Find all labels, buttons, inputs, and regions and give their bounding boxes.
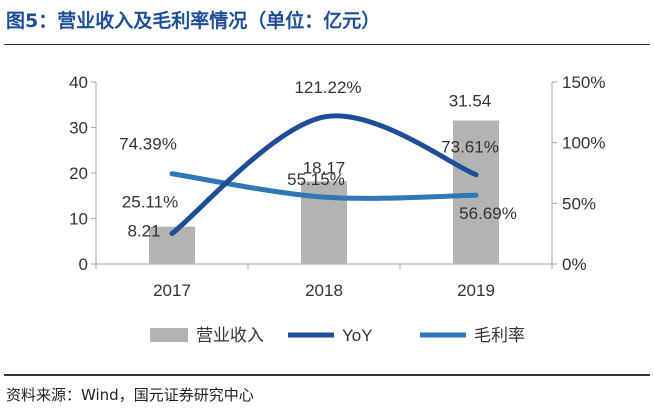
gross-margin-data-label: 74.39% — [119, 135, 177, 154]
gross-margin-line — [169, 171, 479, 201]
y-right-tick-label: 50% — [562, 194, 596, 213]
source-divider — [4, 374, 650, 376]
y-left-tick-label: 0 — [79, 255, 88, 274]
x-tick-label: 2018 — [305, 281, 343, 300]
figure-title: 图5：营业收入及毛利率情况（单位：亿元） — [6, 10, 381, 32]
source-note: 资料来源：Wind，国元证券研究中心 — [6, 386, 254, 404]
gross-margin-data-label: 56.69% — [459, 204, 517, 223]
y-right-tick-label: 100% — [562, 134, 605, 153]
title-divider — [4, 44, 650, 45]
legend-label-revenue: 营业收入 — [196, 326, 264, 345]
y-right-tick-label: 150% — [562, 73, 605, 92]
yoy-data-label: 121.22% — [294, 78, 361, 97]
revenue-data-label: 31.54 — [449, 91, 492, 110]
legend-label-yoy: YoY — [342, 326, 373, 345]
y-left-tick-label: 40 — [69, 73, 88, 92]
gross-margin-data-label: 55.15% — [287, 170, 345, 189]
x-tick-label: 2019 — [457, 281, 495, 300]
revenue-bar — [453, 120, 499, 264]
revenue-margin-chart: 0 10 20 30 40 0% 50% 100% 150% 2017 2018 2019 8.21 1… — [69, 73, 605, 345]
yoy-data-label: 73.61% — [441, 138, 499, 157]
y-left-tick-label: 10 — [69, 210, 88, 229]
yoy-line — [169, 113, 479, 237]
y-left-tick-label: 20 — [69, 164, 88, 183]
x-tick-label: 2017 — [153, 281, 191, 300]
y-left-tick-label: 30 — [69, 119, 88, 138]
revenue-data-label: 8.21 — [127, 222, 160, 241]
revenue-data-label: 18.17 — [303, 158, 346, 177]
legend-label-gross-margin: 毛利率 — [474, 326, 525, 345]
y-right-tick-label: 0% — [562, 255, 587, 274]
yoy-data-label: 25.11% — [122, 193, 178, 212]
legend-swatch-revenue — [150, 328, 188, 342]
